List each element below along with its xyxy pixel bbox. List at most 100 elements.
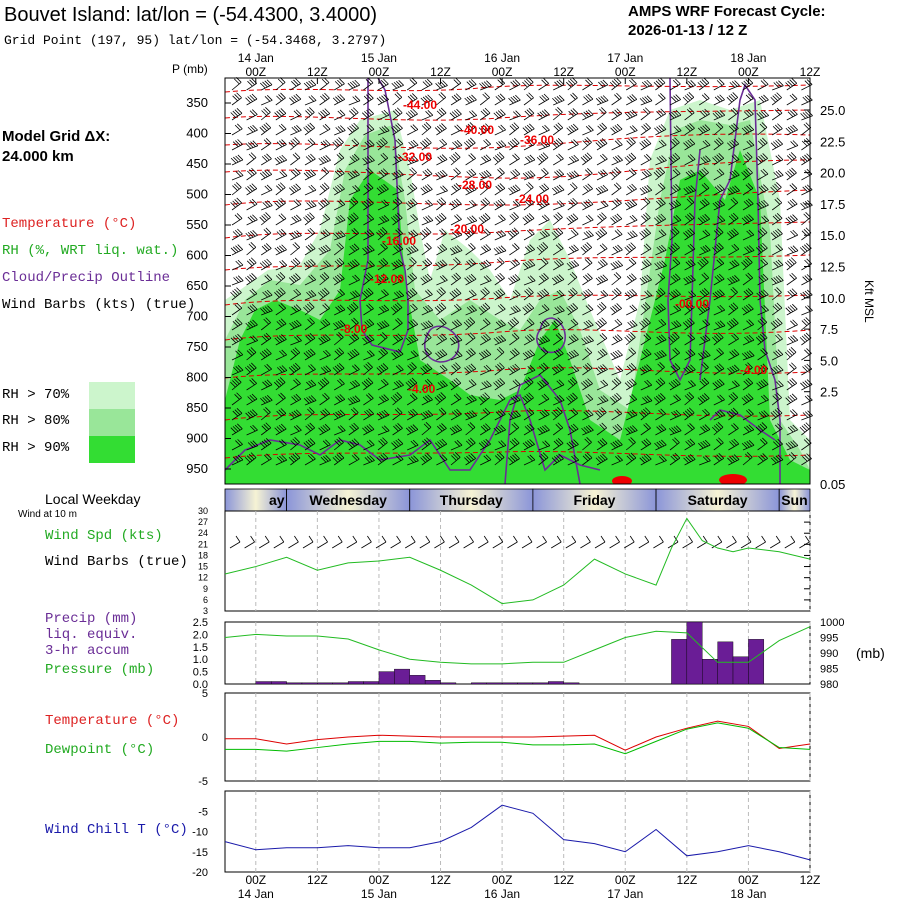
barb-flag <box>538 455 545 461</box>
barb-staff <box>640 307 651 316</box>
barb-staff <box>260 322 271 331</box>
barb-staff <box>684 396 695 406</box>
barb-staff <box>275 159 287 166</box>
barb-flag <box>391 352 397 359</box>
wind-barb <box>727 275 740 286</box>
barb-flag <box>631 378 637 385</box>
barb-flag <box>439 229 445 236</box>
barb-staff <box>450 129 462 136</box>
barb-flag <box>436 110 443 117</box>
barb-flag <box>481 261 487 268</box>
barb-flag <box>351 108 357 115</box>
barb-flag <box>685 276 692 283</box>
barb-staff <box>275 307 286 316</box>
wind-barb <box>683 364 696 376</box>
barb-flag <box>351 455 358 461</box>
wind-barb <box>260 422 272 436</box>
barb-flag <box>338 363 345 369</box>
barb-flag <box>774 183 780 190</box>
barb-flag <box>310 153 316 160</box>
barb-flag <box>469 332 476 339</box>
barb-flag <box>411 362 417 368</box>
barb-flag <box>555 229 562 235</box>
barb-staff <box>436 397 446 406</box>
barb-staff <box>728 459 740 466</box>
barb-flag <box>685 187 692 193</box>
barb-flag <box>718 273 725 280</box>
barb-flag <box>482 424 489 431</box>
barb-flag <box>570 440 577 446</box>
barb-staff <box>436 174 448 181</box>
wind-barb <box>640 122 651 136</box>
wind-barb <box>522 213 535 226</box>
barb-flag <box>554 276 560 283</box>
wind-barb <box>772 349 784 361</box>
barb-staff <box>275 459 287 466</box>
barb-staff <box>684 412 695 421</box>
barb-flag <box>629 215 636 222</box>
barb-flag <box>670 96 677 103</box>
barb-staff <box>246 145 258 151</box>
barb-flag <box>685 81 692 88</box>
barb-staff <box>611 339 623 346</box>
barb-flag <box>558 95 565 101</box>
barb-flag <box>645 243 652 250</box>
barb-flag <box>716 438 722 445</box>
barb-flag <box>728 320 735 327</box>
barb-flag <box>714 381 721 387</box>
barb-staff <box>450 277 461 286</box>
barb-flag <box>597 320 603 327</box>
barb-flag <box>380 169 387 176</box>
barb-flag <box>760 154 766 161</box>
barb-flag <box>278 335 285 341</box>
barb-flag <box>440 212 447 219</box>
barb-staff <box>625 457 637 466</box>
barb-flag <box>658 409 664 416</box>
barb-flag <box>729 187 736 193</box>
barb-flag <box>714 335 720 341</box>
barb-staff <box>596 217 607 226</box>
barb-flag <box>411 77 418 84</box>
barb-flag <box>349 335 355 342</box>
barb-flag <box>441 423 447 429</box>
barb-flag <box>718 363 725 369</box>
barb-flag <box>762 168 769 175</box>
barb-staff <box>480 338 491 346</box>
barb-flag <box>381 216 388 222</box>
barb-staff <box>771 292 782 301</box>
barb-flag <box>556 170 562 176</box>
wind-barb <box>683 228 695 241</box>
barb-flag <box>617 439 623 446</box>
wind-barb <box>246 214 258 226</box>
barb-flag <box>528 408 535 414</box>
barb-flag <box>407 290 414 297</box>
barb-flag <box>614 350 621 357</box>
barb-staff <box>421 457 432 466</box>
barb-flag <box>762 153 768 159</box>
barb-staff <box>523 128 535 136</box>
barb-flag <box>599 408 605 415</box>
barb-flag <box>498 320 504 327</box>
barb-staff <box>275 382 286 391</box>
barb-flag <box>246 350 253 356</box>
wind-barb <box>654 260 667 271</box>
wind-barb <box>552 422 564 436</box>
wind-barb <box>392 333 404 346</box>
wind-barb <box>552 153 564 166</box>
wind-barb <box>741 350 755 361</box>
barb-flag <box>279 455 285 462</box>
barb-flag <box>626 245 632 251</box>
barb-flag <box>252 214 258 221</box>
barb-staff <box>290 129 302 136</box>
barb-flag <box>512 80 519 86</box>
barb-flag <box>427 378 433 385</box>
wind-barb <box>436 318 447 331</box>
barb-flag <box>466 276 473 282</box>
barb-flag <box>614 394 620 400</box>
wind-barb <box>684 380 696 391</box>
barb-flag <box>290 275 297 282</box>
barb-flag <box>601 138 608 144</box>
barb-staff <box>523 428 535 436</box>
barb-flag <box>366 456 373 462</box>
wind-barb <box>421 394 433 406</box>
